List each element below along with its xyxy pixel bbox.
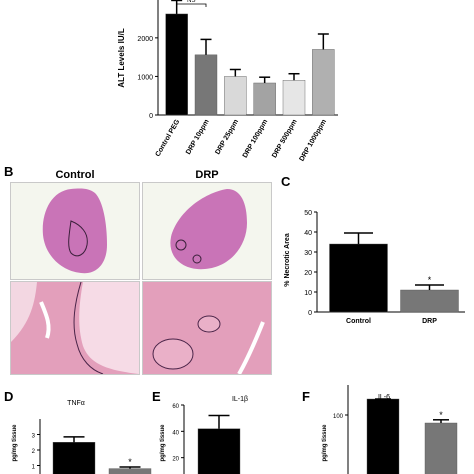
x-category-label: DRP [422, 318, 437, 325]
y-axis-label: ALT Levels IU/L [117, 28, 126, 88]
il-1-beta-chart: E IL-1β 20 40 60 pg/mg tissue [152, 389, 248, 474]
y-axis-label: pg/mg tissue [12, 424, 18, 462]
x-category-label: DRP 500ppm [271, 119, 299, 160]
y-tick-label: 1 [32, 465, 36, 471]
x-category-label: Control [346, 318, 371, 325]
y-tick-label: 100 [333, 414, 344, 420]
control-liver-highmag-image [10, 281, 140, 375]
bar [366, 398, 400, 474]
histology-title-drp: DRP [195, 169, 219, 181]
y-axis-label: % Necrotic Area [284, 233, 291, 287]
bar [282, 80, 306, 116]
control-liver-lowmag-image [10, 182, 140, 280]
panel-letter: F [302, 389, 310, 404]
bar [253, 82, 276, 116]
significance-label: * [128, 457, 132, 467]
y-tick-label: 30 [304, 250, 312, 257]
bar [329, 243, 388, 313]
bar [197, 428, 241, 474]
x-category-label: DRP 1000ppm [299, 119, 329, 163]
panel-letter: E [152, 389, 161, 404]
bar [224, 76, 247, 116]
significance-bracket [176, 3, 207, 7]
y-axis-label: pg/mg tissue [160, 424, 166, 462]
panel-letter: D [4, 389, 13, 404]
chart-title: IL-6 [378, 394, 390, 401]
bar [165, 13, 188, 116]
y-axis-label: pg/mg tissue [322, 424, 328, 462]
tnf-alpha-chart: D TNFα 1 2 3 pg/mg tissue * [4, 389, 152, 474]
significance-label: NS [187, 0, 195, 4]
drp-liver-lowmag-image [142, 182, 272, 280]
significance-label: * [439, 410, 443, 420]
x-category-label: DRP 100ppm [242, 119, 270, 160]
chart-title: TNFα [67, 400, 85, 407]
panel-letter: C [281, 174, 291, 189]
x-category-label: Control PEG [155, 118, 182, 158]
y-tick-label: 0 [149, 113, 153, 120]
bar [424, 422, 458, 474]
necrotic-area-chart: C 0 10 20 30 40 50 % Necrotic Area Control DRP * [281, 174, 465, 325]
significance-label: * [428, 275, 432, 285]
x-category-label: DRP 10ppm [185, 119, 211, 156]
bar [400, 289, 459, 313]
bar [194, 54, 218, 116]
y-tick-label: 50 [304, 210, 312, 217]
y-tick-label: 40 [172, 430, 179, 436]
y-tick-label: 3 [32, 434, 36, 440]
histology-title-control: Control [55, 169, 95, 181]
y-tick-label: 20 [172, 457, 179, 463]
chart-title: IL-1β [232, 396, 248, 403]
y-tick-label: 0 [308, 310, 312, 317]
bar [312, 49, 335, 116]
il-6-chart: F IL-6 100 pg/mg tissue * [302, 385, 458, 474]
bar [108, 468, 152, 474]
y-tick-label: 20 [304, 270, 312, 277]
y-tick-label: 2000 [137, 36, 153, 43]
drp-liver-highmag-image [142, 281, 272, 375]
y-tick-label: 40 [304, 230, 312, 237]
y-tick-label: 2 [32, 449, 36, 455]
y-tick-label: 10 [304, 290, 312, 297]
bar [52, 442, 96, 474]
x-category-label: DRP 25ppm [214, 119, 240, 156]
y-tick-label: 60 [172, 404, 179, 410]
panel-letter-b: B [4, 164, 14, 179]
y-tick-label: 1000 [137, 74, 153, 81]
